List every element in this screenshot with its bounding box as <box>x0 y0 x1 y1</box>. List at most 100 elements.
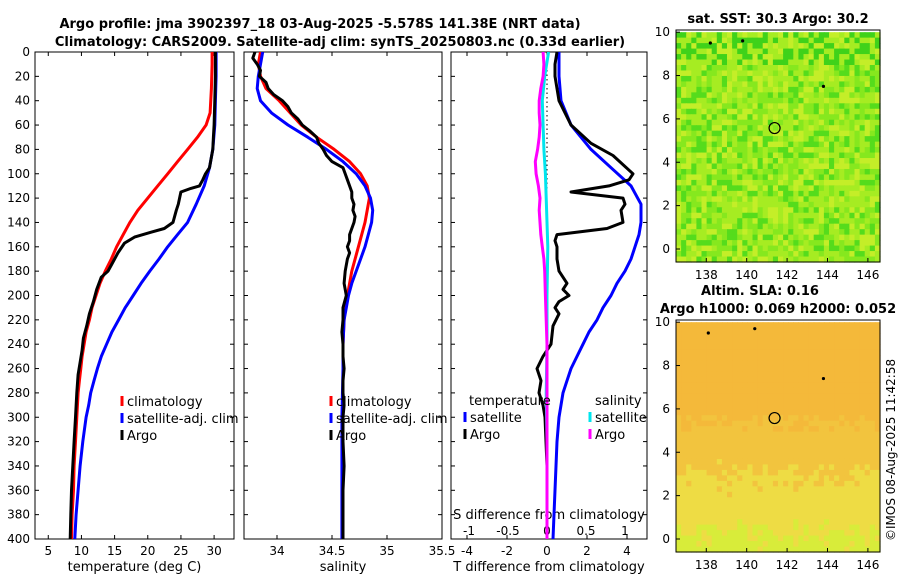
heatmap-cell <box>757 458 764 466</box>
heatmap-cell <box>869 409 876 416</box>
heatmap-cell <box>808 223 815 230</box>
heatmap-cell <box>696 393 703 400</box>
heatmap-cell <box>834 491 840 498</box>
heatmap-cell <box>829 234 835 241</box>
heatmap-cell <box>793 491 799 498</box>
heatmap-cell <box>732 431 738 438</box>
heatmap-cell <box>798 92 805 99</box>
heatmap-cell <box>691 327 697 334</box>
heatmap-cell <box>844 37 850 44</box>
heatmap-cell <box>808 535 815 542</box>
heatmap-cell <box>844 196 850 203</box>
heatmap-cell <box>874 333 881 340</box>
heatmap-cell <box>798 355 805 362</box>
heatmap-cell <box>696 86 703 93</box>
heatmap-cell <box>839 442 845 449</box>
heatmap-cell <box>793 480 799 487</box>
heatmap-cell <box>767 240 774 247</box>
heatmap-cell <box>818 327 825 334</box>
heatmap-cell <box>772 442 779 449</box>
heatmap-cell <box>864 480 871 487</box>
heatmap-cell <box>854 48 861 55</box>
heatmap-cell <box>834 75 840 83</box>
heatmap-cell <box>844 322 850 329</box>
heatmap-cell <box>747 513 754 520</box>
heatmap-cell <box>706 168 713 176</box>
heatmap-cell <box>676 360 682 367</box>
heatmap-cell <box>676 37 682 44</box>
heatmap-cell <box>844 256 850 263</box>
heatmap-cell <box>859 245 866 252</box>
heatmap-cell <box>798 75 805 83</box>
heatmap-cell <box>686 333 692 340</box>
heatmap-cell <box>798 524 805 531</box>
temp-xtick-label: 30 <box>206 544 221 558</box>
heatmap-cell <box>818 136 825 143</box>
heatmap-cell <box>783 371 789 378</box>
heatmap-cell <box>716 136 723 143</box>
heatmap-cell <box>767 223 774 230</box>
depth-tick-label: 20 <box>15 69 30 83</box>
heatmap-cell <box>808 32 815 39</box>
heatmap-cell <box>874 519 881 526</box>
heatmap-cell <box>864 240 871 247</box>
heatmap-cell <box>813 382 820 389</box>
heatmap-cell <box>732 245 738 252</box>
heatmap-cell <box>686 212 692 219</box>
heatmap-cell <box>803 223 810 230</box>
heatmap-cell <box>742 453 748 460</box>
heatmap-cell <box>737 442 743 449</box>
heatmap-cell <box>808 404 815 411</box>
heatmap-cell <box>854 524 861 531</box>
heatmap-cell <box>813 158 820 165</box>
heatmap-cell <box>711 448 718 455</box>
heatmap-cell <box>757 349 764 356</box>
heatmap-cell <box>823 387 830 394</box>
heatmap-cell <box>778 201 784 208</box>
heatmap-cell <box>691 130 697 137</box>
heatmap-cell <box>778 431 784 438</box>
heatmap-cell <box>721 371 728 378</box>
heatmap-cell <box>742 360 748 367</box>
heatmap-cell <box>772 75 779 83</box>
heatmap-cell <box>864 125 871 132</box>
heatmap-cell <box>808 54 815 61</box>
heatmap-cell <box>869 185 876 192</box>
heatmap-cell <box>716 382 723 389</box>
heatmap-cell <box>778 86 784 93</box>
heatmap-cell <box>869 65 876 72</box>
heatmap-cell <box>869 54 876 61</box>
heatmap-cell <box>762 114 769 121</box>
heatmap-cell <box>864 103 871 110</box>
heatmap-cell <box>829 147 835 154</box>
heatmap-cell <box>854 163 861 170</box>
heatmap-cell <box>767 497 774 504</box>
heatmap-cell <box>747 502 754 509</box>
heatmap-cell <box>727 43 733 50</box>
heatmap-cell <box>772 229 779 236</box>
heatmap-cell <box>829 119 835 126</box>
heatmap-cell <box>823 86 830 93</box>
heatmap-cell <box>727 152 733 159</box>
heatmap-cell <box>783 141 789 148</box>
heatmap-cell <box>721 338 728 345</box>
heatmap-cell <box>696 240 703 247</box>
heatmap-cell <box>681 349 687 356</box>
heatmap-cell <box>767 65 774 72</box>
heatmap-cell <box>762 475 769 482</box>
heatmap-cell <box>829 185 835 192</box>
heatmap-cell <box>874 382 881 389</box>
heatmap-cell <box>823 497 830 504</box>
heatmap-cell <box>696 218 703 225</box>
heatmap-cell <box>772 502 779 509</box>
heatmap-cell <box>676 207 682 214</box>
heatmap-cell <box>874 365 881 373</box>
heatmap-cell <box>676 179 682 186</box>
heatmap-cell <box>803 453 810 460</box>
heatmap-cell <box>676 136 682 143</box>
heatmap-cell <box>798 119 805 126</box>
heatmap-cell <box>793 201 799 208</box>
heatmap-cell <box>829 338 835 345</box>
heatmap-cell <box>732 65 738 72</box>
